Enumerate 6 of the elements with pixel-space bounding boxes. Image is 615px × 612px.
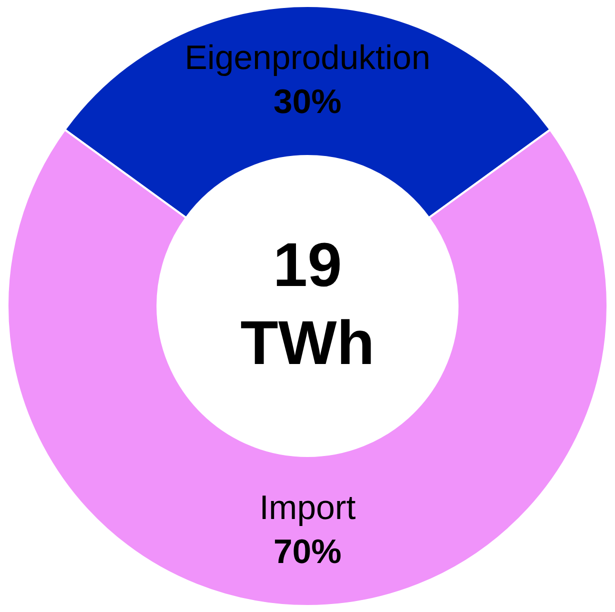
data-label: 70% <box>273 533 342 571</box>
data-label: 30% <box>273 83 342 121</box>
slice-label: Eigenproduktion <box>184 39 430 77</box>
text: TWh <box>240 309 375 378</box>
text: 19 <box>273 231 342 300</box>
slice-label: Import <box>259 489 356 527</box>
